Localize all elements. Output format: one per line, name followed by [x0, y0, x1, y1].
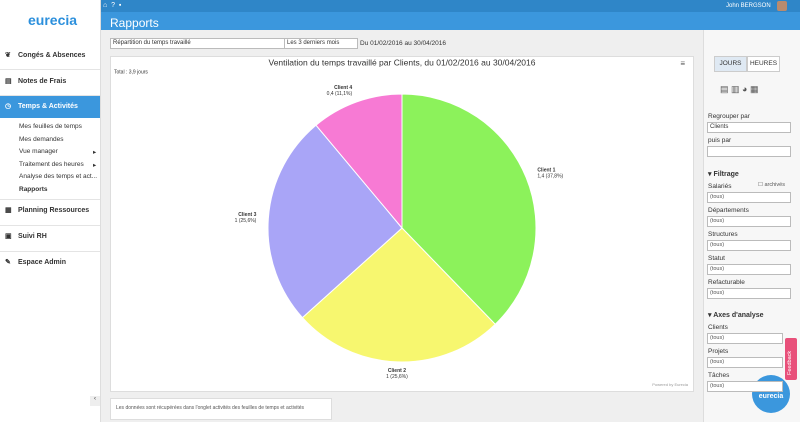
filter-label: Statut — [708, 255, 725, 262]
icons[interactable]: ⌂ ? ▪ — [103, 2, 122, 9]
feedback-text[interactable]: Feedback — [787, 350, 793, 375]
chart-type-icons[interactable]: ▤ ▥ ◕ ▦ — [720, 84, 759, 94]
avatar[interactable] — [777, 1, 787, 11]
arrow: ▸ — [93, 161, 97, 169]
axis-label: Tâches — [708, 372, 730, 379]
filter-label: Départements — [708, 207, 749, 214]
pie-slice — [401, 93, 537, 326]
separator — [0, 69, 100, 70]
sidebar — [0, 0, 101, 422]
slice-label: Client 4 — [334, 85, 352, 91]
filter-title: ▾ Filtrage — [708, 171, 739, 178]
slice-label: Client 2 — [388, 368, 406, 374]
user-name[interactable]: John BERGSON — [726, 3, 771, 9]
feedback-tab[interactable] — [785, 338, 797, 380]
note-box — [110, 398, 332, 420]
filter-select[interactable]: (tous) — [707, 216, 791, 227]
period-select[interactable]: Les 3 derniers mois — [284, 38, 358, 49]
filter-select[interactable]: (tous) — [707, 288, 791, 299]
menu-icon[interactable]: ≡ — [680, 59, 685, 68]
nav-item[interactable]: Congés & Absences — [18, 52, 86, 59]
separator — [0, 225, 100, 226]
arrow: ▸ — [93, 149, 97, 156]
nav-item[interactable]: Planning Ressources — [18, 207, 90, 214]
submenu-item[interactable]: Traitement des heures — [19, 160, 84, 168]
pie-slice — [301, 227, 496, 363]
chart-title: Ventilation du temps travaillé par Clien… — [269, 57, 536, 67]
chart: Ventilation du temps travaillé par Clien… — [114, 57, 689, 387]
slice-value: 1 (25,6%) — [386, 374, 408, 380]
filter-label: Salariés — [708, 183, 732, 190]
submenu-item[interactable]: Mes demandes — [19, 135, 64, 143]
axis-label: Projets — [708, 348, 729, 355]
nav-icon: ▣ — [5, 233, 12, 240]
nav-item[interactable]: Espace Admin — [18, 259, 66, 266]
filter-select[interactable]: (tous) — [707, 192, 791, 203]
slice-value: 1 (25,6%) — [235, 218, 257, 224]
separator — [0, 95, 100, 96]
filter-label: Structures — [708, 231, 738, 238]
logo[interactable]: eurecia — [28, 12, 78, 28]
axis-select[interactable]: (tous) — [707, 381, 783, 392]
axes-title: ▾ Axes d'analyse — [708, 312, 764, 319]
then-select[interactable] — [707, 146, 791, 157]
nav-item[interactable]: Temps & Activités — [18, 103, 78, 110]
nav-icon: ▦ — [5, 207, 12, 214]
nav-icon: ▤ — [5, 78, 12, 85]
axis-select[interactable]: (tous) — [707, 357, 783, 368]
report-select[interactable]: Répartition du temps travaillé — [110, 38, 286, 49]
group-select[interactable]: Clients — [707, 122, 791, 133]
separator — [0, 199, 100, 200]
nav-icon: ◷ — [5, 103, 12, 110]
pie-slice — [267, 124, 403, 319]
filter-select[interactable]: (tous) — [707, 264, 791, 275]
filter-select[interactable]: (tous) — [707, 240, 791, 251]
pie-slice — [315, 93, 403, 230]
tab-hours[interactable]: HEURES — [747, 56, 780, 72]
tab-days[interactable]: JOURS — [714, 56, 747, 72]
archived-text: archivés — [764, 182, 785, 188]
top-strip — [100, 0, 800, 12]
axis-label: Clients — [708, 324, 728, 331]
group-label: Regrouper par — [708, 113, 750, 120]
archived[interactable]: ☐ archivés — [758, 182, 785, 188]
filter-title-text: Filtrage — [713, 171, 739, 178]
submenu-item[interactable]: Analyse des temps et act... — [19, 173, 98, 180]
nav-icon: ✎ — [5, 259, 11, 266]
submenu-item[interactable]: Mes feuilles de temps — [19, 123, 82, 130]
filter-label: Refacturable — [708, 279, 745, 286]
submenu-item[interactable]: Rapports — [19, 185, 48, 193]
chart-subtitle: Total : 3,9 jours — [114, 69, 148, 75]
active-item-bg — [0, 95, 100, 118]
submenu-item[interactable]: Vue manager — [19, 148, 58, 155]
note: Les données sont récupérées dans l'ongle… — [116, 405, 305, 411]
page-title: Rapports — [110, 16, 159, 30]
collapse[interactable]: ‹ — [90, 396, 100, 406]
nav-item[interactable]: Suivi RH — [18, 233, 47, 240]
date-range: Du 01/02/2016 au 30/04/2016 — [360, 40, 447, 47]
axis-select[interactable]: (tous) — [707, 333, 783, 344]
slice-label: Client 3 — [238, 212, 256, 218]
slice-label: Client 1 — [537, 168, 555, 174]
axes-title-text: Axes d'analyse — [713, 312, 764, 319]
nav-icon: ❦ — [5, 52, 11, 59]
separator — [0, 251, 100, 252]
then-label: puis par — [708, 137, 732, 144]
chart-credit: Powered by Eurecia — [652, 382, 689, 387]
nav-item[interactable]: Notes de Frais — [18, 78, 67, 85]
slice-value: 1,4 (37,8%) — [537, 174, 563, 180]
slice-value: 0,4 (11,1%) — [327, 91, 353, 97]
